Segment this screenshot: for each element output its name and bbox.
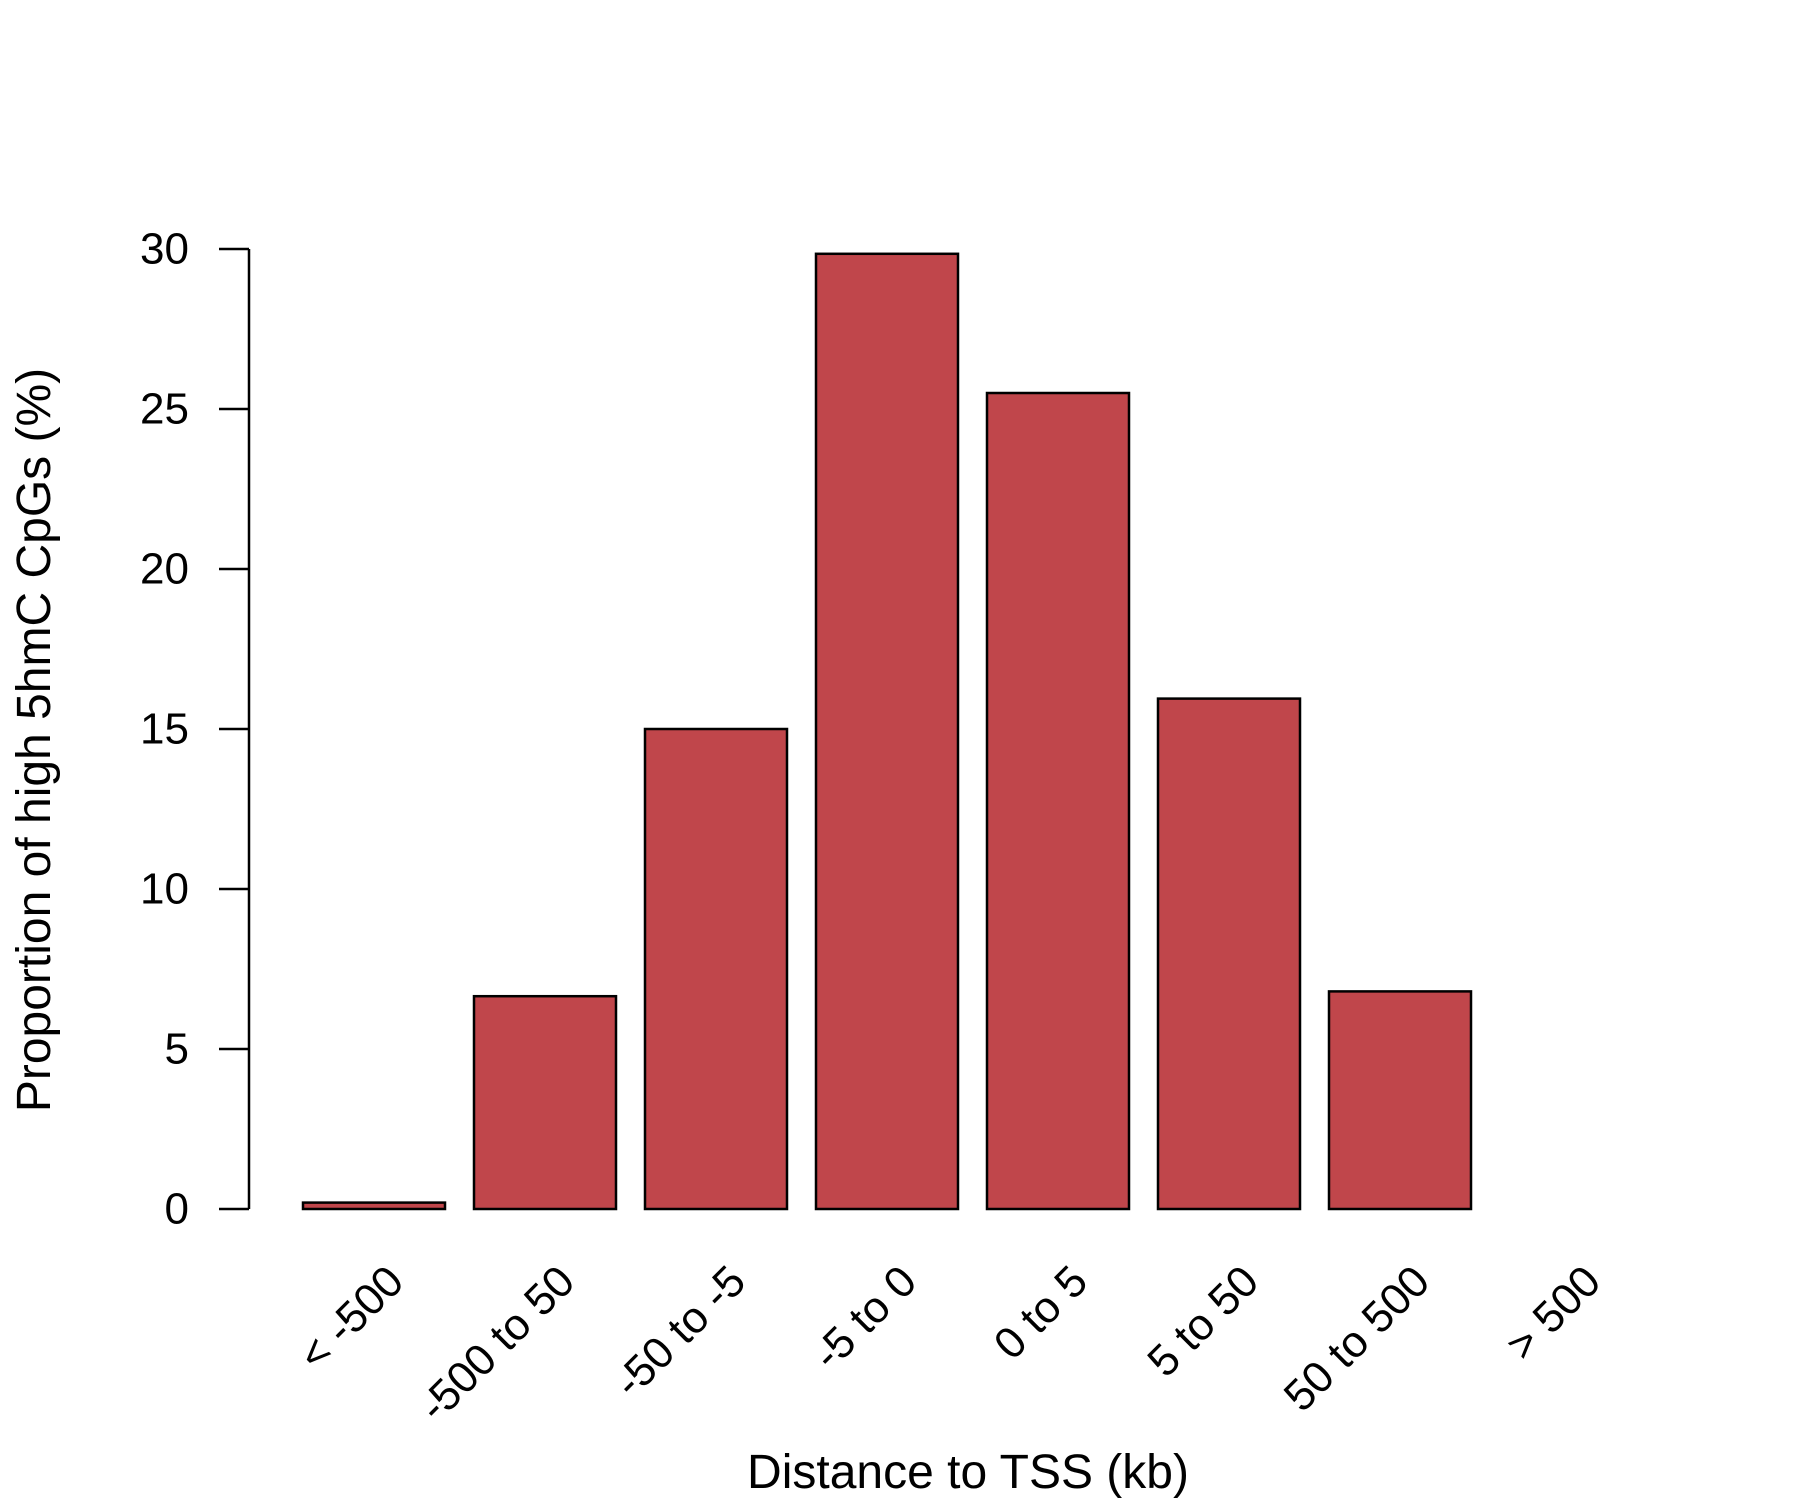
x-tick-label: > 500: [1497, 1256, 1610, 1369]
y-tick-label: 5: [165, 1025, 189, 1074]
y-tick-label: 10: [140, 865, 189, 914]
x-tick-label: 0 to 5: [985, 1256, 1097, 1368]
y-axis: 0 5 10 15 20 25 30: [140, 225, 251, 1234]
y-tick-label: 0: [165, 1185, 189, 1234]
x-tick-label: -5 to 0: [803, 1256, 926, 1379]
bar: [472, 994, 618, 1211]
x-tick-label: < -500: [289, 1256, 413, 1380]
bar: [985, 391, 1131, 1211]
y-axis-title: Proportion of high 5hmC CpGs (%): [8, 368, 61, 1112]
x-tick-label: 5 to 50: [1138, 1256, 1268, 1386]
x-tick-label: 50 to 500: [1275, 1256, 1439, 1420]
bar: [1156, 697, 1302, 1211]
x-tick-label: -50 to -5: [605, 1256, 756, 1407]
bar: [1327, 990, 1473, 1211]
y-tick-label: 30: [140, 225, 189, 274]
x-axis-labels: < -500-500 to 50 -50 to -5 -5 to 0 0 to 5 5 …: [289, 1256, 1610, 1431]
bars: [301, 252, 1473, 1211]
bar: [301, 1201, 447, 1211]
x-axis-title: Distance to TSS (kb): [747, 1446, 1189, 1499]
x-tick-label: -500 to 50: [409, 1256, 584, 1431]
y-tick-label: 20: [140, 545, 189, 594]
y-tick-label: 25: [140, 385, 189, 434]
bar: [814, 252, 960, 1211]
bar: [643, 727, 789, 1211]
y-tick-label: 15: [140, 705, 189, 754]
